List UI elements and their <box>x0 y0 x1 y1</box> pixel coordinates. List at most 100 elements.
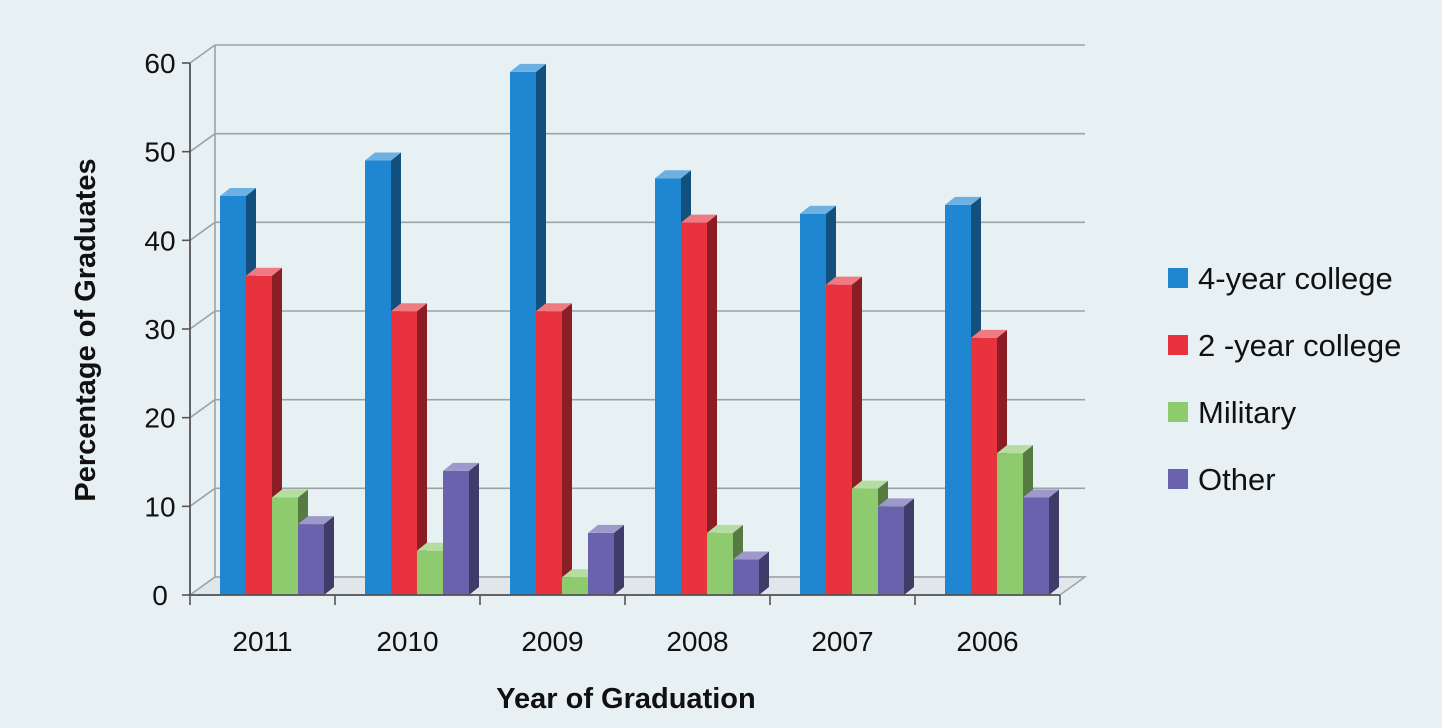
bar-top <box>588 524 624 533</box>
x-tick-label: 2006 <box>956 626 1018 657</box>
bar-front <box>707 532 733 595</box>
legend-item: 4-year college <box>1168 261 1393 296</box>
bar <box>878 498 914 595</box>
bar-top <box>220 188 256 196</box>
bar-side <box>324 516 334 595</box>
bar-top <box>800 205 836 214</box>
bar-top <box>655 170 691 179</box>
y-tick-label: 10 <box>144 491 175 522</box>
bar-front <box>655 178 681 595</box>
x-tick-label: 2007 <box>811 626 873 657</box>
gridline-side <box>189 133 216 153</box>
bar-front <box>800 213 826 595</box>
bar-front <box>852 488 878 595</box>
axes: 0 10 20 30 40 50 60 2011 2010 2009 2008 2007 2006 <box>144 48 1061 657</box>
bar-front <box>1023 497 1049 595</box>
bar-side <box>469 462 479 595</box>
bar <box>971 329 1007 595</box>
gridline-side <box>189 399 216 419</box>
bar-front <box>391 311 417 595</box>
legend-item: 2 -year college <box>1168 328 1401 363</box>
y-tick-label: 30 <box>144 314 175 345</box>
y-tick-label: 50 <box>144 137 175 168</box>
bar-top <box>391 303 427 312</box>
x-tick-label: 2008 <box>666 626 728 657</box>
bar-top <box>707 524 743 533</box>
bar <box>588 524 624 595</box>
gridline-side <box>189 221 216 241</box>
gridline-side <box>189 487 216 507</box>
bar-side <box>614 524 624 595</box>
legend-swatch <box>1168 402 1188 422</box>
bar <box>443 462 479 595</box>
bar-front <box>878 506 904 595</box>
bar-top <box>997 445 1033 454</box>
bar-side <box>1049 489 1059 595</box>
y-tick-label: 0 <box>152 580 168 611</box>
bars <box>220 63 1059 596</box>
bar <box>391 303 427 595</box>
x-tick-label: 2009 <box>521 626 583 657</box>
bar <box>681 214 717 595</box>
legend-label: 4-year college <box>1198 261 1393 296</box>
bar-front <box>220 196 246 595</box>
bar-front <box>733 559 759 595</box>
bar-side <box>562 303 572 595</box>
bar-top <box>298 516 334 525</box>
legend-label: 2 -year college <box>1198 328 1401 363</box>
bar-top <box>536 303 572 312</box>
bar-side <box>904 498 914 595</box>
bar-side <box>417 303 427 595</box>
legend: 4-year college 2 -year college Military Oth… <box>1168 261 1401 497</box>
x-tick-label: 2010 <box>376 626 438 657</box>
bar-front <box>536 311 562 595</box>
bar-side <box>759 551 769 595</box>
y-tick-label: 60 <box>144 48 175 79</box>
bar-front <box>298 524 324 595</box>
legend-label: Military <box>1198 395 1297 430</box>
bar-front <box>417 550 443 595</box>
bar-front <box>826 284 852 595</box>
bar-top <box>826 276 862 285</box>
bar-top <box>878 498 914 507</box>
bar-top <box>510 63 546 72</box>
x-axis-title: Year of Graduation <box>496 683 755 715</box>
bar-front <box>588 532 614 595</box>
bar-top <box>246 267 282 276</box>
bar-front <box>971 337 997 595</box>
bar-front <box>681 222 707 595</box>
y-axis-title: Percentage of Graduates <box>70 158 102 501</box>
bar-top <box>272 489 308 498</box>
bar-top <box>681 214 717 223</box>
bar-front <box>997 453 1023 595</box>
legend-item: Other <box>1168 462 1276 497</box>
legend-swatch <box>1168 335 1188 355</box>
y-tick-label: 40 <box>144 225 175 256</box>
legend-item: Military <box>1168 395 1297 430</box>
bar-front <box>365 160 391 596</box>
bar-front <box>272 497 298 595</box>
bar-top <box>852 480 888 489</box>
legend-label: Other <box>1198 462 1276 497</box>
bar-top <box>1023 489 1059 498</box>
gridline-side <box>189 310 216 330</box>
bar-front <box>562 577 588 595</box>
bar-front <box>945 204 971 595</box>
bar <box>1023 489 1059 595</box>
bar-top <box>971 329 1007 338</box>
bar <box>298 516 334 595</box>
bar-front <box>443 470 469 595</box>
gridline-side <box>189 44 216 64</box>
bar-top <box>443 462 479 471</box>
bar-top <box>945 196 981 205</box>
bar <box>536 303 572 595</box>
y-tick-label: 20 <box>144 403 175 434</box>
bar-front <box>246 275 272 595</box>
legend-swatch <box>1168 268 1188 288</box>
x-tick-label: 2011 <box>232 626 292 657</box>
legend-swatch <box>1168 469 1188 489</box>
bar-top <box>733 551 769 560</box>
bar-front <box>510 71 536 595</box>
